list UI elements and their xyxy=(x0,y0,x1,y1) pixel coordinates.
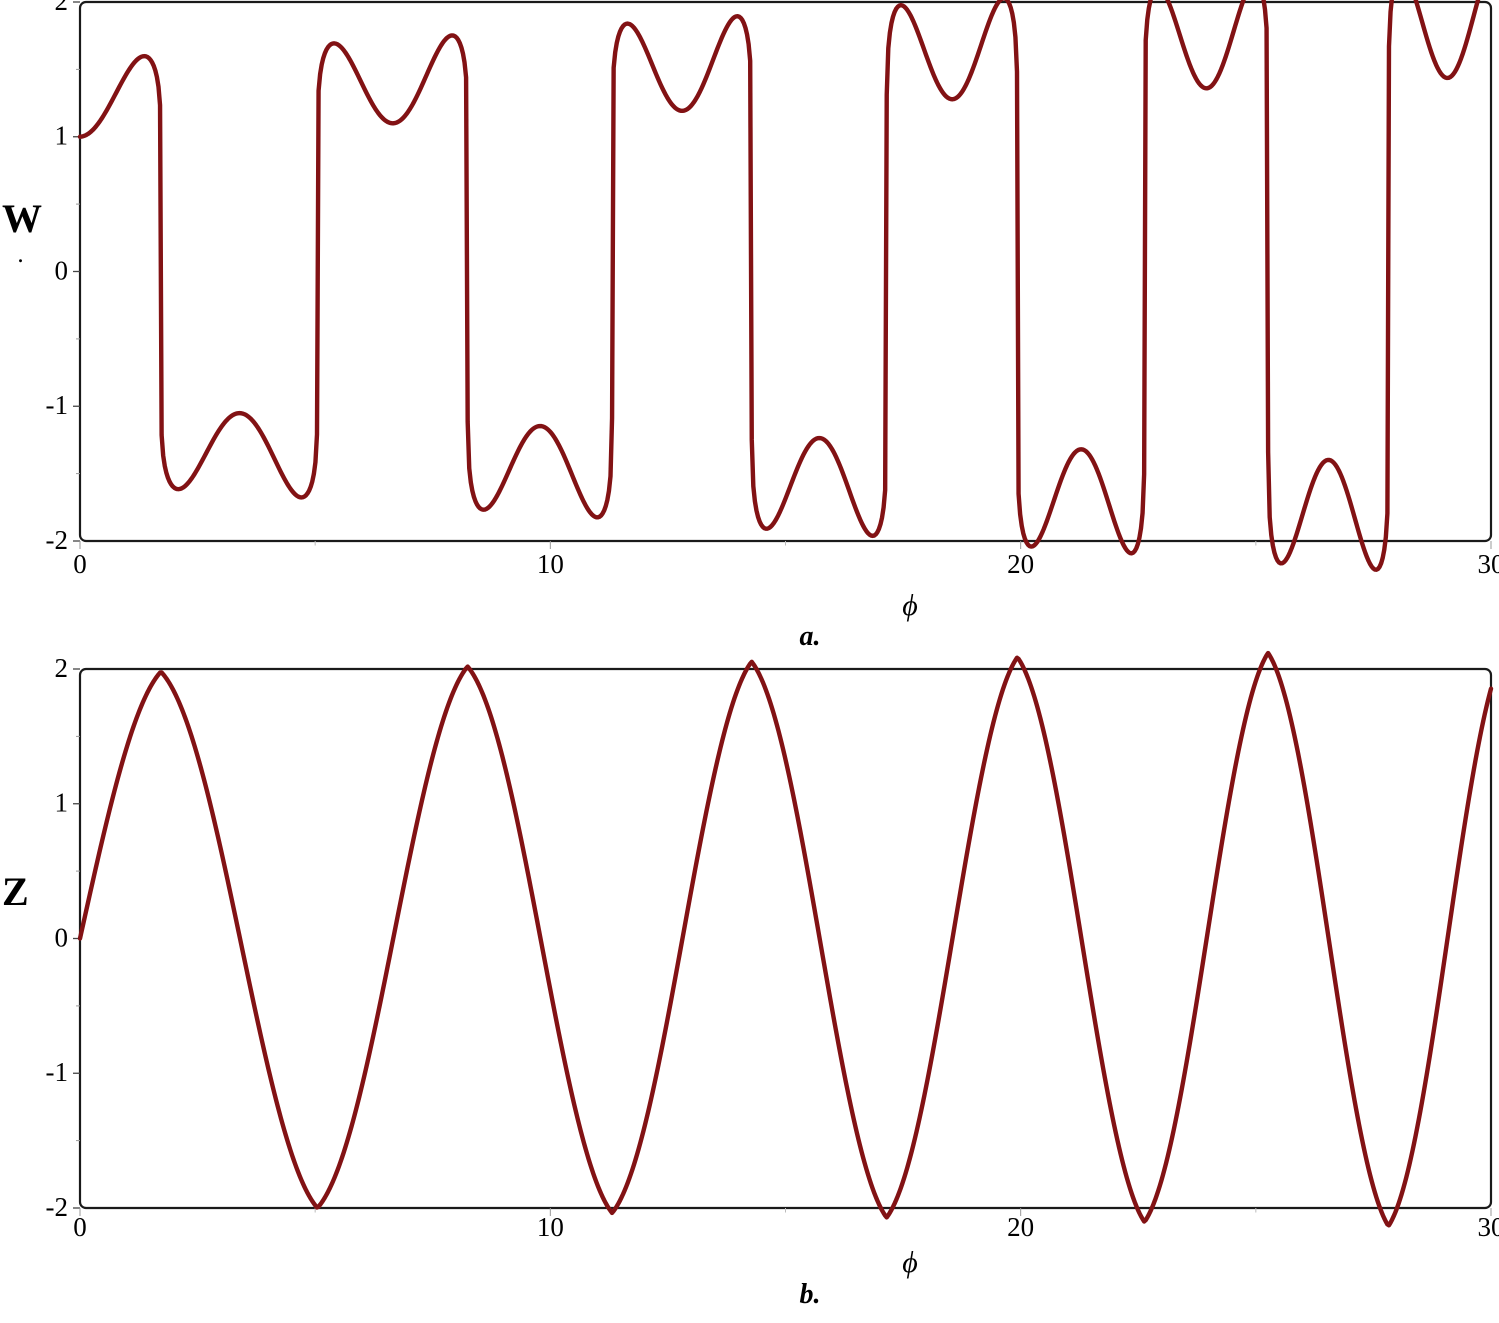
svg-text:ϕ: ϕ xyxy=(902,1246,918,1279)
svg-text:-1: -1 xyxy=(46,390,69,420)
svg-text:30: 30 xyxy=(1478,549,1499,579)
svg-text:ϕ: ϕ xyxy=(902,589,918,622)
svg-text:20: 20 xyxy=(1007,1212,1034,1242)
svg-text:-1: -1 xyxy=(46,1057,69,1087)
svg-text:10: 10 xyxy=(537,1212,564,1242)
svg-text:.: . xyxy=(18,241,24,268)
svg-text:b.: b. xyxy=(800,1279,821,1310)
svg-text:20: 20 xyxy=(1007,549,1034,579)
svg-text:0: 0 xyxy=(73,1212,87,1242)
svg-text:-2: -2 xyxy=(46,525,69,555)
svg-text:0: 0 xyxy=(55,256,69,286)
svg-text:Z: Z xyxy=(2,869,29,914)
svg-text:0: 0 xyxy=(73,549,87,579)
svg-text:10: 10 xyxy=(537,549,564,579)
svg-text:-2: -2 xyxy=(46,1192,69,1222)
svg-text:30: 30 xyxy=(1478,1212,1499,1242)
svg-text:2: 2 xyxy=(55,0,69,16)
svg-text:2: 2 xyxy=(55,653,69,683)
svg-text:W: W xyxy=(2,196,42,241)
svg-text:a.: a. xyxy=(800,621,821,652)
svg-text:0: 0 xyxy=(55,923,69,953)
svg-text:1: 1 xyxy=(55,121,69,151)
svg-text:1: 1 xyxy=(55,788,69,818)
